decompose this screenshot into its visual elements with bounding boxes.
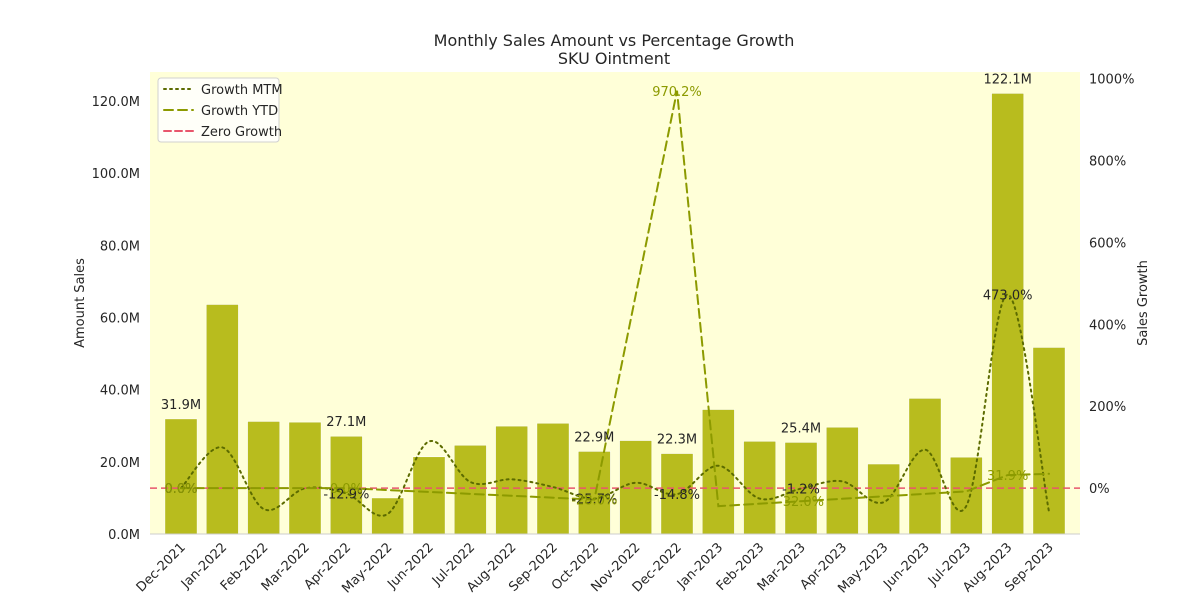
- bar-label-mar-2023: 25.4M: [781, 421, 821, 436]
- bar-may-2023: [867, 463, 901, 535]
- growth-label-growth-mtm-dec-2022: -14.8%: [654, 488, 700, 503]
- chart-subtitle: SKU Ointment: [558, 49, 670, 68]
- growth-label-growth-ytd-aug-2023: 31.9%: [987, 469, 1028, 484]
- line-growth-mtm: [180, 293, 1050, 517]
- bars-layer: [164, 92, 1066, 535]
- growth-label-growth-ytd-mar-2023: -32.0%: [778, 495, 824, 510]
- growth-label-growth-ytd-oct-2022: -28.0%: [571, 494, 617, 509]
- bar-label-dec-2022: 22.3M: [657, 433, 697, 448]
- growth-label-growth-mtm-oct-2022: -25.7%: [571, 493, 617, 508]
- legend: Growth MTM Growth YTD Zero Growth: [157, 77, 283, 143]
- y-tick-label: 40.0M: [100, 384, 140, 399]
- y2-tick-label: 200%: [1089, 400, 1126, 415]
- bar-jun-2022: [412, 456, 446, 535]
- lines-layer: [150, 90, 1080, 517]
- y-tick-label: 120.0M: [92, 95, 140, 110]
- bar-label-aug-2023: 122.1M: [983, 72, 1031, 87]
- y-tick-label: 60.0M: [100, 311, 140, 326]
- bar-label-oct-2022: 22.9M: [574, 430, 614, 445]
- bar-aug-2023: [991, 92, 1025, 535]
- bar-feb-2022: [247, 421, 281, 535]
- bar-jan-2022: [205, 304, 239, 535]
- y2-tick-label: 800%: [1089, 154, 1126, 169]
- y-tick-label: 20.0M: [100, 456, 140, 471]
- bar-mar-2022: [288, 421, 322, 535]
- y-tick-label: 100.0M: [92, 167, 140, 182]
- legend-label-zero-growth: Zero Growth: [201, 125, 282, 140]
- growth-label-growth-ytd-dec-2021: 0.0%: [164, 482, 197, 497]
- bar-label-apr-2022: 27.1M: [326, 415, 366, 430]
- bar-sep-2022: [536, 422, 570, 535]
- growth-label-growth-mtm-dec-2021: 0.0%: [164, 482, 197, 497]
- bar-label-dec-2021: 31.9M: [161, 398, 201, 413]
- legend-label-growth-ytd: Growth YTD: [201, 104, 278, 119]
- bar-dec-2021: [164, 418, 198, 535]
- y-tick-label: 0.0M: [108, 528, 140, 543]
- chart-title: Monthly Sales Amount vs Percentage Growt…: [434, 31, 795, 50]
- y-tick-label: 80.0M: [100, 239, 140, 254]
- y-axis-title: Amount Sales: [73, 258, 88, 348]
- growth-label-growth-ytd-apr-2022: 0.0%: [330, 482, 363, 497]
- growth-label-growth-mtm-apr-2022: -12.9%: [323, 487, 369, 502]
- legend-label-growth-mtm: Growth MTM: [201, 83, 283, 98]
- y2-axis-title: Sales Growth: [1136, 260, 1151, 346]
- growth-label-growth-ytd-dec-2022: 970.2%: [652, 85, 702, 100]
- y2-tick-label: 400%: [1089, 318, 1126, 333]
- bar-jun-2023: [908, 397, 942, 535]
- line-growth-ytd: [180, 90, 1050, 508]
- bar-sep-2023: [1032, 347, 1066, 535]
- growth-label-growth-mtm-mar-2023: -1.2%: [782, 483, 820, 498]
- growth-label-growth-mtm-aug-2023: 473.0%: [983, 288, 1033, 303]
- y2-tick-label: 600%: [1089, 236, 1126, 251]
- y2-tick-label: 0%: [1089, 482, 1110, 497]
- bar-may-2022: [371, 497, 405, 535]
- legend-box: [157, 77, 280, 143]
- y2-tick-label: 1000%: [1089, 73, 1134, 88]
- x-tick-label: Dec-2021: [134, 540, 189, 595]
- bar-jul-2022: [453, 444, 487, 535]
- bar-jul-2023: [949, 456, 983, 535]
- bar-nov-2022: [619, 440, 653, 535]
